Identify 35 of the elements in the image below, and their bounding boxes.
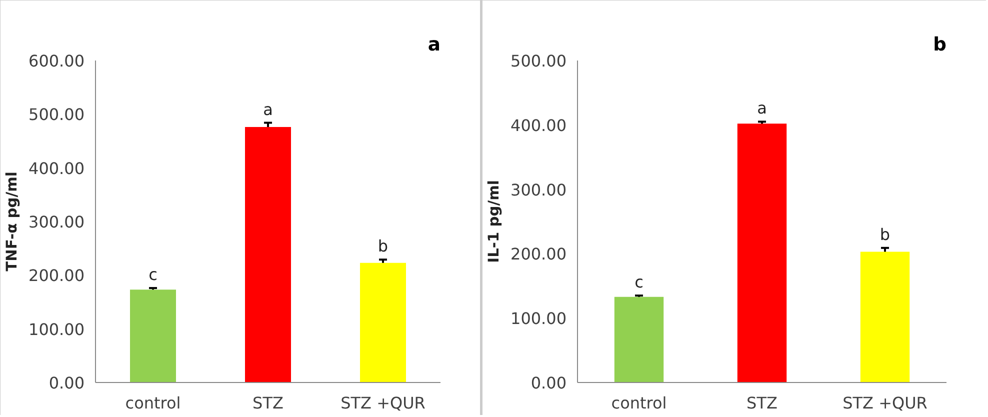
y-axis-title: IL-1 pg/ml xyxy=(486,180,503,263)
bar xyxy=(614,296,664,382)
x-tick-label: STZ xyxy=(746,394,778,412)
y-axis-title: TNF-α pg/ml xyxy=(4,172,21,272)
text: b xyxy=(933,34,947,56)
y-tick-label: 400.00 xyxy=(28,158,84,178)
y-tick-label: 200.00 xyxy=(28,266,84,286)
y-tick-label: 300.00 xyxy=(510,180,566,200)
annotation: b xyxy=(880,224,890,244)
y-tick-label: 300.00 xyxy=(28,212,84,232)
annotation: c xyxy=(634,272,644,292)
y-tick-label: 400.00 xyxy=(510,116,566,135)
y-tick-label: 600.00 xyxy=(28,52,84,70)
annotation: b xyxy=(378,236,388,256)
annotation: c xyxy=(148,265,158,284)
bar xyxy=(360,262,406,382)
y-tick-label: 500.00 xyxy=(28,105,84,124)
x-tick-label: STZ +QUR xyxy=(842,394,928,412)
x-tick-label: STZ +QUR xyxy=(340,394,426,412)
x-tick-label: control xyxy=(125,394,181,412)
annotation: a xyxy=(263,100,273,119)
y-tick-label: 0.00 xyxy=(530,374,566,392)
bar xyxy=(130,290,176,382)
x-tick-label: control xyxy=(611,394,667,412)
y-tick-label: 100.00 xyxy=(510,309,566,328)
bar xyxy=(860,252,910,382)
y-tick-label: 0.00 xyxy=(48,374,84,392)
x-tick-label: STZ xyxy=(252,394,284,412)
y-tick-label: 200.00 xyxy=(510,244,566,264)
y-tick-label: 100.00 xyxy=(28,320,84,339)
bar xyxy=(245,127,291,382)
y-tick-label: 500.00 xyxy=(510,52,566,70)
bar xyxy=(737,124,787,382)
text: a xyxy=(428,34,441,56)
annotation: a xyxy=(757,98,767,118)
